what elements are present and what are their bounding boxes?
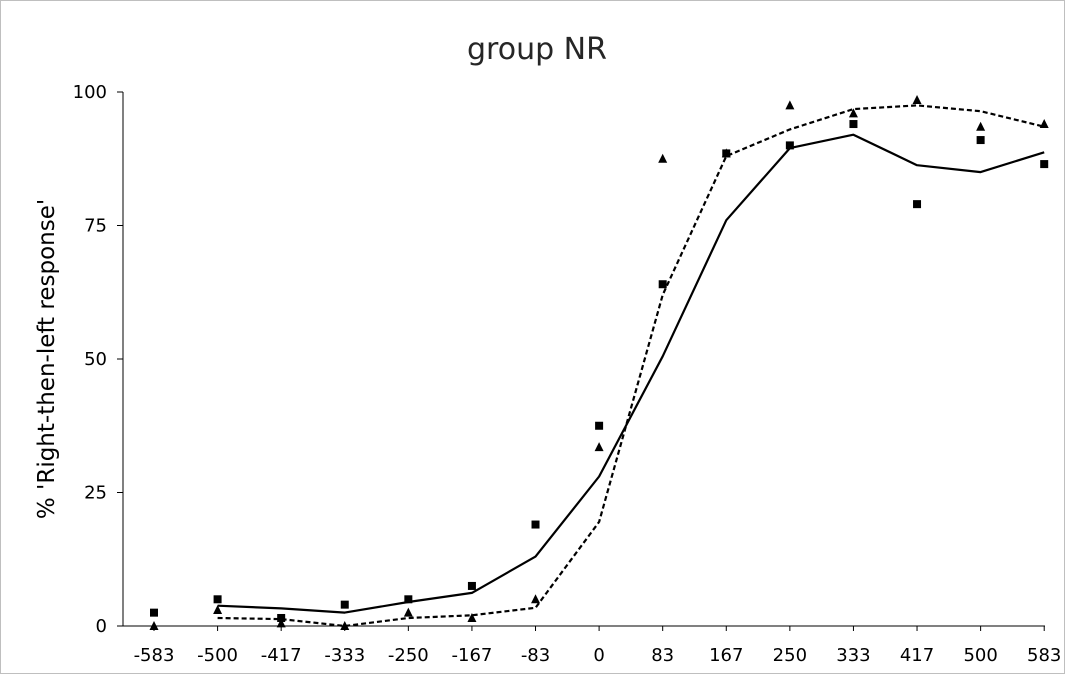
- x-tick-label: 500: [963, 645, 997, 666]
- square-data-point: [213, 595, 222, 604]
- triangle-data-point: [340, 621, 350, 630]
- triangle-data-point: [848, 108, 858, 118]
- x-tick-label: 250: [773, 645, 807, 666]
- triangle-data-point: [594, 442, 604, 452]
- x-tick-label: 583: [1027, 645, 1061, 666]
- square-data-point: [658, 280, 667, 289]
- x-tick-label: -500: [197, 645, 238, 666]
- x-tick-label: 167: [709, 645, 743, 666]
- triangle-data-point: [721, 148, 731, 158]
- y-tick-label: 75: [84, 216, 107, 237]
- x-tick-label: 83: [651, 645, 674, 666]
- triangle-data-point: [658, 153, 668, 163]
- y-axis-label: % 'Right-then-left response': [34, 199, 60, 519]
- x-ticks: -583 -500 -417 -333 -250 -167 -83 0 83 167 250 333 4…: [134, 626, 1061, 666]
- triangle-data-point: [976, 121, 986, 131]
- chart-title: group NR: [467, 32, 607, 67]
- triangle-data-point: [1039, 119, 1049, 129]
- square-data-point: [467, 581, 476, 590]
- square-data-point: [849, 120, 858, 129]
- triangle-data-point: [785, 100, 795, 110]
- y-tick-label: 100: [73, 82, 107, 103]
- dashed-fit-line: [217, 104, 1045, 628]
- square-data-point: [150, 608, 158, 617]
- y-tick-label: 50: [84, 349, 107, 370]
- series-markers: [149, 95, 1049, 630]
- square-data-point: [913, 200, 922, 209]
- square-data-point: [595, 421, 604, 430]
- y-tick-label: 0: [96, 616, 107, 637]
- series-lines: [217, 104, 1045, 628]
- triangle-data-point: [912, 95, 922, 105]
- x-tick-label: -83: [521, 645, 550, 666]
- square-data-point: [340, 600, 349, 609]
- x-tick-label: -167: [452, 645, 493, 666]
- x-tick-label: 333: [836, 645, 870, 666]
- triangle-data-point: [467, 612, 477, 622]
- x-tick-label: -333: [324, 645, 365, 666]
- square-data-point: [1040, 160, 1049, 169]
- square-data-point: [277, 613, 286, 622]
- triangle-data-point: [213, 604, 223, 614]
- x-tick-label: -250: [388, 645, 429, 666]
- square-data-point: [404, 595, 413, 604]
- square-data-point: [531, 520, 540, 529]
- triangle-data-point: [149, 621, 159, 630]
- x-tick-label: 417: [900, 645, 934, 666]
- x-tick-label: -583: [134, 645, 175, 666]
- y-ticks: 0 25 50 75 100: [73, 82, 123, 637]
- triangle-data-point: [276, 618, 286, 628]
- square-data-point: [976, 136, 985, 145]
- x-tick-label: -417: [261, 645, 302, 666]
- x-tick-label: 0: [593, 645, 604, 666]
- solid-fit-line: [217, 133, 1045, 614]
- y-tick-label: 25: [84, 483, 107, 504]
- triangle-data-point: [403, 607, 413, 617]
- triangle-data-point: [531, 594, 541, 604]
- square-data-point: [785, 141, 794, 150]
